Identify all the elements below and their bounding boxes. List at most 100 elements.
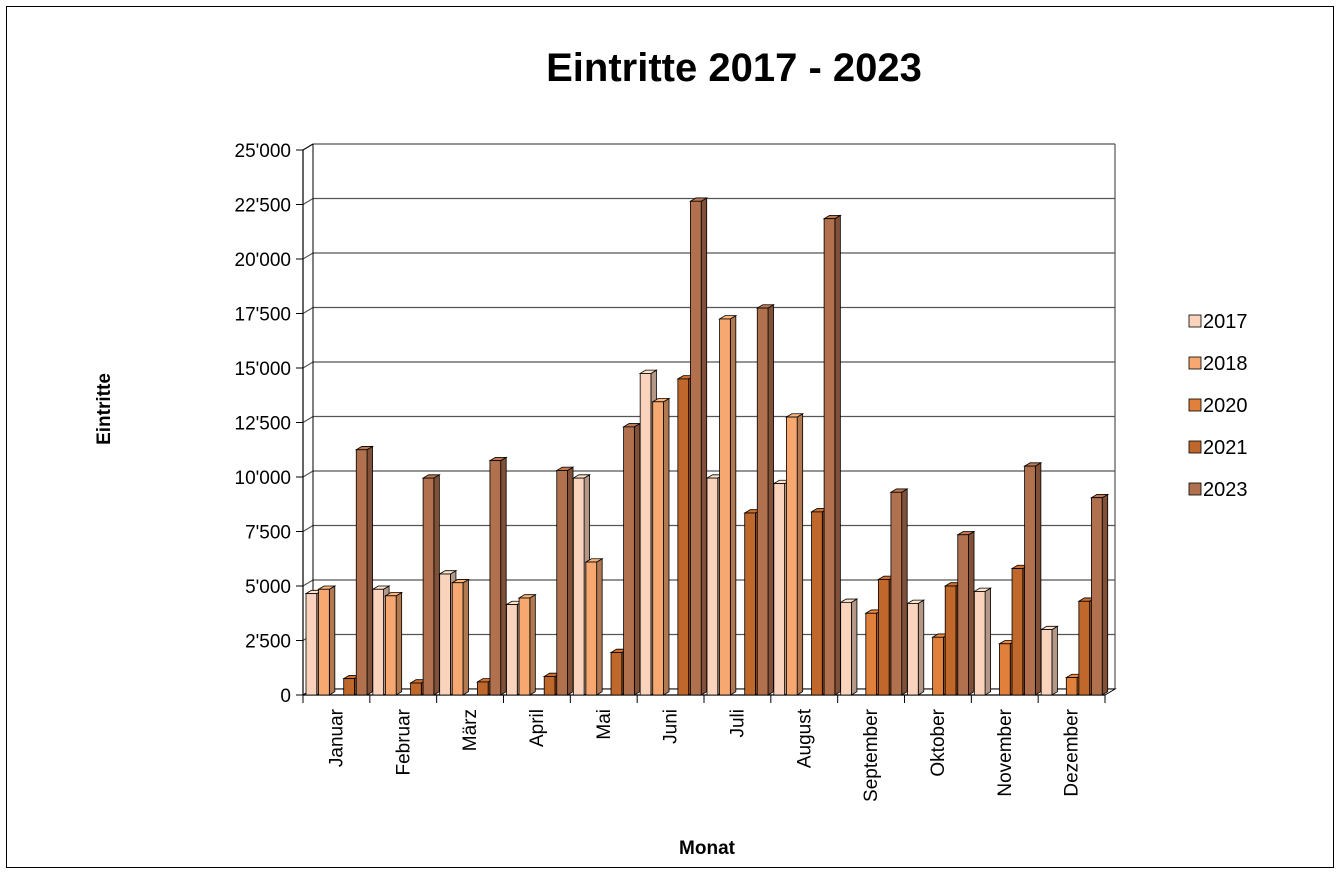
bar-side [796,413,804,696]
bar-front [489,460,502,696]
bar-side [633,422,641,696]
x-tick-labels: Januar Februar März April Mai Juni Juli August S… [326,708,1082,802]
y-tick-label: 5'000 [245,577,291,598]
bar-front [639,373,652,696]
chart-svg: Eintritte 2017 - 2023 Eintritte Monat 0 2… [94,46,1248,859]
bar-side [366,445,373,696]
bar-front [756,307,769,696]
gridline-side [302,524,314,533]
bar-front [944,585,957,696]
legend-swatch [1188,398,1202,412]
x-tick-label-November: November [995,708,1016,796]
bar-front [957,534,969,696]
bar-front [999,643,1011,696]
y-tick-label: 20'000 [235,250,291,271]
chart-frame: Eintritte 2017 - 2023 Eintritte Monat 0 2… [6,6,1334,868]
bar-front [773,483,785,696]
bar-side [767,304,774,696]
legend-item-2023: 2023 [1188,479,1248,501]
bar-side [1101,493,1109,696]
bar-front [585,561,598,696]
x-tick-label-Juni: Juni [661,709,682,744]
bar-Oktober-2017 [906,599,926,696]
bar-side [968,530,975,696]
bar-front [706,477,719,696]
gridline-side [302,306,314,315]
bar-April-2023 [555,466,575,696]
bar-Oktober-2023 [956,530,976,696]
bar-front [690,200,702,696]
bar-front [572,477,585,696]
legend-label: 2020 [1203,395,1248,417]
bar-front [877,579,890,696]
bar-front [932,636,944,696]
bars [304,197,1110,696]
bar-November-2017 [972,587,993,696]
bar-front [422,477,435,696]
bar-front [410,682,422,696]
legend-label: 2018 [1203,353,1248,375]
y-tick-label: 2'500 [245,632,291,653]
bar-März-2023 [488,456,508,696]
bar-side [834,214,841,696]
x-tick-label-Februar: Februar [393,708,414,775]
bar-Juli-2018 [718,314,738,696]
legend-swatch [1188,482,1202,496]
x-tick-label-April: April [527,709,548,747]
legend-label: 2017 [1203,311,1248,333]
bar-front [355,449,368,696]
gridline-side [302,252,314,260]
x-tick-label-März: März [460,709,481,751]
bar-front [1078,600,1091,696]
bar-Juni-2018 [651,397,671,696]
bar-August-2018 [784,413,805,696]
bar-front [973,591,986,696]
legend-label: 2021 [1203,437,1248,459]
x-tick-label-Januar: Januar [326,708,347,767]
gridline-side [302,470,314,478]
legend: 2017 2018 2020 2021 2023 [1188,311,1248,501]
bar-front [1065,677,1078,696]
bar-side [328,585,336,696]
bar-Februar-2018 [383,591,404,696]
bar-front [823,218,836,696]
y-tick-label: 7'500 [245,523,291,544]
bar-front [744,512,756,696]
bar-front [343,678,355,696]
bar-side [1034,462,1042,696]
bar-side [395,591,403,696]
legend-label: 2023 [1203,479,1248,501]
x-axis-title: Monat [679,838,736,859]
bar-front [907,603,919,696]
bar-front [318,588,330,696]
bar-side [901,488,908,696]
bar-side [529,593,536,696]
bar-front [543,676,556,696]
bar-side [700,197,708,696]
y-axis-top [302,143,314,151]
gridline-side [302,197,314,206]
bar-März-2018 [450,578,470,696]
bar-side [729,314,737,696]
x-tick-label-September: September [861,708,882,802]
bar-side [462,578,469,696]
bar-side [500,456,507,696]
bar-front [506,604,518,696]
y-tick-label: 10'000 [235,468,291,489]
y-axis-title: Eintritte [94,373,115,445]
bar-front [556,470,568,696]
bar-front [719,318,731,696]
x-tick-label-Mai: Mai [594,709,615,740]
legend-item-2018: 2018 [1188,353,1248,375]
bar-front [372,588,385,696]
legend-item-2021: 2021 [1188,437,1248,459]
bar-front [1091,497,1103,696]
y-tick-label: 12'500 [235,414,291,435]
bar-side [567,466,574,696]
bar-Januar-2018 [317,585,337,696]
y-tick-label: 22'500 [235,196,291,217]
bar-front [1040,629,1053,696]
bar-side [663,397,670,696]
bar-Februar-2023 [421,474,441,696]
bar-Dezember-2023 [1089,493,1110,696]
